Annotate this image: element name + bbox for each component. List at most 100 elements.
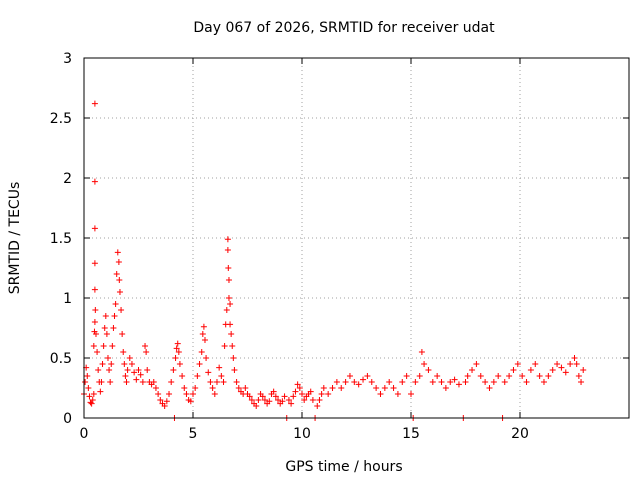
data-point — [580, 367, 587, 373]
data-point — [425, 367, 432, 373]
data-points — [81, 100, 587, 421]
data-point — [223, 307, 230, 313]
data-point — [116, 289, 123, 295]
data-point — [92, 331, 99, 337]
data-point — [99, 361, 106, 367]
data-point — [95, 367, 102, 373]
data-point — [209, 385, 216, 391]
data-point — [377, 391, 384, 397]
data-point — [527, 367, 534, 373]
data-point — [131, 369, 138, 376]
data-point — [91, 260, 98, 267]
data-point — [266, 398, 273, 405]
data-point — [318, 391, 325, 397]
data-point — [473, 361, 480, 367]
data-point — [506, 373, 513, 379]
data-point — [469, 367, 476, 373]
data-point — [166, 391, 173, 397]
data-point — [233, 379, 240, 385]
data-point — [119, 331, 126, 337]
data-point — [554, 361, 561, 367]
data-point — [115, 259, 122, 265]
data-point — [536, 373, 543, 379]
data-point — [288, 400, 295, 407]
data-point — [279, 398, 286, 405]
data-point — [272, 393, 279, 400]
data-point — [346, 373, 353, 379]
data-point — [514, 361, 521, 367]
data-point — [490, 379, 497, 385]
data-point — [255, 397, 262, 403]
data-point — [259, 393, 266, 400]
data-point — [296, 385, 303, 391]
data-point — [418, 349, 425, 355]
data-point — [320, 385, 327, 391]
data-point — [253, 403, 260, 409]
data-point — [390, 385, 397, 391]
data-point — [120, 349, 127, 355]
data-point — [290, 393, 297, 400]
data-point — [342, 379, 349, 385]
data-point — [176, 361, 183, 367]
data-point — [451, 376, 458, 383]
data-point — [225, 265, 232, 271]
y-tick-label: 0 — [63, 411, 72, 427]
data-point — [172, 355, 179, 361]
data-point — [183, 391, 190, 397]
axis-ticks: 0 5 10 15 20 0 0.5 1 1.5 2 2.5 3 — [50, 51, 629, 442]
data-point — [107, 379, 114, 385]
data-point — [92, 307, 99, 313]
data-point — [190, 391, 196, 397]
data-point — [91, 319, 98, 325]
data-point — [135, 367, 142, 373]
data-point — [230, 355, 237, 361]
data-point — [351, 379, 358, 385]
data-point — [157, 397, 164, 403]
data-point — [421, 361, 428, 367]
data-point — [316, 397, 323, 403]
data-point — [235, 385, 242, 391]
data-point — [242, 385, 249, 391]
y-tick-label: 1.5 — [50, 231, 72, 247]
x-tick-label: 15 — [402, 426, 420, 442]
data-point — [412, 379, 419, 385]
data-point — [85, 385, 92, 391]
data-point — [100, 343, 107, 349]
data-point — [573, 361, 580, 367]
data-point — [562, 369, 569, 376]
data-point — [201, 337, 208, 343]
data-point — [416, 373, 423, 379]
data-point — [139, 379, 146, 385]
data-point — [549, 367, 556, 373]
data-point — [122, 373, 129, 379]
data-point — [360, 376, 367, 383]
data-point — [112, 301, 119, 307]
data-point — [386, 379, 393, 385]
data-point — [102, 313, 109, 319]
data-point — [118, 307, 125, 313]
data-point — [221, 343, 228, 349]
data-point — [126, 355, 133, 361]
data-point — [91, 286, 98, 293]
data-point — [187, 398, 194, 405]
data-point — [571, 355, 578, 361]
data-point — [90, 343, 97, 349]
x-tick-label: 0 — [80, 426, 89, 442]
data-point — [110, 325, 117, 331]
data-point — [181, 385, 188, 391]
data-point — [124, 367, 131, 373]
data-point — [199, 331, 206, 337]
data-point — [523, 379, 530, 385]
chart-title: Day 067 of 2026, SRMTID for receiver uda… — [193, 20, 495, 36]
data-point — [161, 403, 168, 409]
data-point — [314, 403, 321, 409]
data-point — [495, 373, 502, 379]
data-point — [104, 355, 111, 361]
data-point — [231, 367, 238, 373]
data-point — [106, 367, 113, 373]
data-point — [246, 393, 253, 400]
data-point — [447, 379, 454, 385]
data-point — [207, 379, 214, 385]
data-point — [482, 379, 489, 385]
data-point — [88, 400, 95, 407]
